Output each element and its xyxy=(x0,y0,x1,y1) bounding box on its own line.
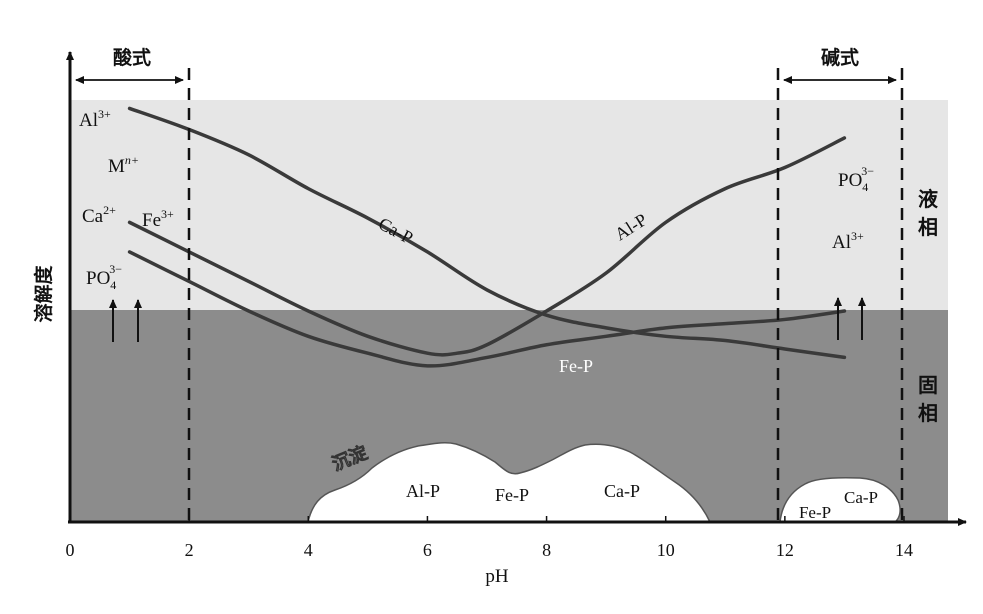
series-line-ca-p xyxy=(127,106,847,360)
precipitate-alkaline-blob xyxy=(779,476,901,523)
x-tick-label: 8 xyxy=(542,540,551,560)
ion-label-po4-right: PO43− xyxy=(838,164,874,194)
x-tick-label: 6 xyxy=(423,540,432,560)
x-ticks: 0 2 4 6 8 10 12 14 xyxy=(66,516,913,560)
solubility-curves xyxy=(127,106,847,368)
ion-label-fe: Fe3+ xyxy=(142,207,174,231)
ion-label-ca: Ca2+ xyxy=(82,203,116,227)
x-axis-label: pH xyxy=(485,566,509,587)
x-tick-label: 12 xyxy=(776,540,794,560)
ion-label-al-right: Al3+ xyxy=(832,229,864,253)
precipitate-main-blob xyxy=(307,442,712,523)
precipitate-ca-p: Ca-P xyxy=(604,481,640,501)
x-tick-label: 10 xyxy=(657,540,675,560)
ion-label-m: Mn+ xyxy=(108,153,139,177)
ion-label-po4-left: PO43− xyxy=(86,262,122,292)
x-tick-label: 0 xyxy=(66,540,75,560)
series-line-al-p xyxy=(127,136,847,357)
series-label-fe-p: Fe-P xyxy=(559,356,593,376)
precipitate-alkaline-ca-p: Ca-P xyxy=(844,488,878,507)
series-line-fe-p xyxy=(127,250,847,368)
solid-phase-label-2: 相 xyxy=(918,401,938,425)
precipitate-alkaline-fe-p: Fe-P xyxy=(799,503,831,522)
x-tick-label: 4 xyxy=(304,540,313,560)
liquid-phase-label-2: 相 xyxy=(918,215,938,239)
acidic-label: 酸式 xyxy=(113,46,151,69)
solid-phase-label-1: 固 xyxy=(918,373,938,397)
x-tick-label: 14 xyxy=(895,540,913,560)
alkaline-label: 碱式 xyxy=(821,46,859,69)
x-tick-label: 2 xyxy=(185,540,194,560)
precipitate-al-p: Al-P xyxy=(406,481,440,501)
precipitate-fe-p: Fe-P xyxy=(495,485,529,505)
ion-label-al: Al3+ xyxy=(79,107,111,131)
liquid-phase-region xyxy=(70,100,948,310)
liquid-phase-label-1: 液 xyxy=(918,187,939,211)
y-axis-label: 溶解度 xyxy=(32,265,55,323)
